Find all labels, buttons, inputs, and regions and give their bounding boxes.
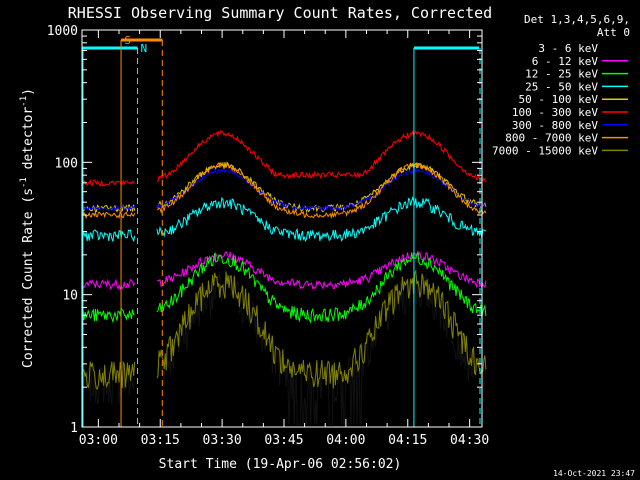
- chart-title: RHESSI Observing Summary Count Rates, Co…: [68, 4, 492, 22]
- legend-entry: 3 - 6 keV: [538, 42, 598, 55]
- legend-header-line2: Att 0: [597, 26, 630, 39]
- legend-entry: 25 - 50 keV: [525, 80, 598, 93]
- axes: 03:00 03:15 03:30 03:45 04:00 04:15 04:30 1 10 10…: [47, 24, 490, 448]
- series-line: [81, 129, 486, 187]
- x-tick-label: 03:45: [264, 433, 303, 448]
- y-tick-label: 10: [62, 289, 78, 304]
- y-tick-label: 100: [55, 156, 78, 171]
- legend-entry: 6 - 12 keV: [532, 55, 599, 68]
- x-tick-label: 04:30: [450, 433, 489, 448]
- y-axis-label: Corrected Count Rate (s-1 detector-1): [19, 88, 36, 368]
- timestamp: 14-Oct-2021 23:47: [553, 469, 635, 478]
- legend-entry: 100 - 300 keV: [512, 106, 598, 119]
- legend-entry: 800 - 7000 keV: [505, 132, 598, 145]
- x-tick-label: 03:00: [79, 433, 118, 448]
- flag-markers: SN: [82, 34, 481, 427]
- series-line: [81, 251, 487, 324]
- plot-frame: [81, 29, 483, 428]
- series-line: [81, 162, 487, 220]
- legend-entry: 7000 - 15000 keV: [492, 144, 598, 157]
- x-tick-label: 04:15: [388, 433, 427, 448]
- series-line: [81, 167, 487, 212]
- x-tick-label: 03:15: [141, 433, 180, 448]
- x-tick-label: 03:30: [203, 433, 242, 448]
- legend-entry: 12 - 25 keV: [525, 68, 598, 81]
- legend-entry: 300 - 800 keV: [512, 119, 598, 132]
- series-line: [81, 195, 486, 243]
- x-axis-label: Start Time (19-Apr-06 02:56:02): [159, 457, 402, 472]
- x-tick-label: 04:00: [326, 433, 365, 448]
- legend-entry: 50 - 100 keV: [519, 93, 599, 106]
- series-line: [81, 270, 487, 390]
- saa-flag-label: S: [124, 34, 131, 47]
- legend-header-line1: Det 1,3,4,5,6,9,: [524, 13, 630, 26]
- night-flag-label: N: [140, 42, 147, 55]
- y-tick-label: 1: [70, 421, 78, 436]
- series-line: [81, 250, 487, 291]
- plot-area: SN: [81, 34, 487, 427]
- y-tick-label: 1000: [47, 24, 78, 39]
